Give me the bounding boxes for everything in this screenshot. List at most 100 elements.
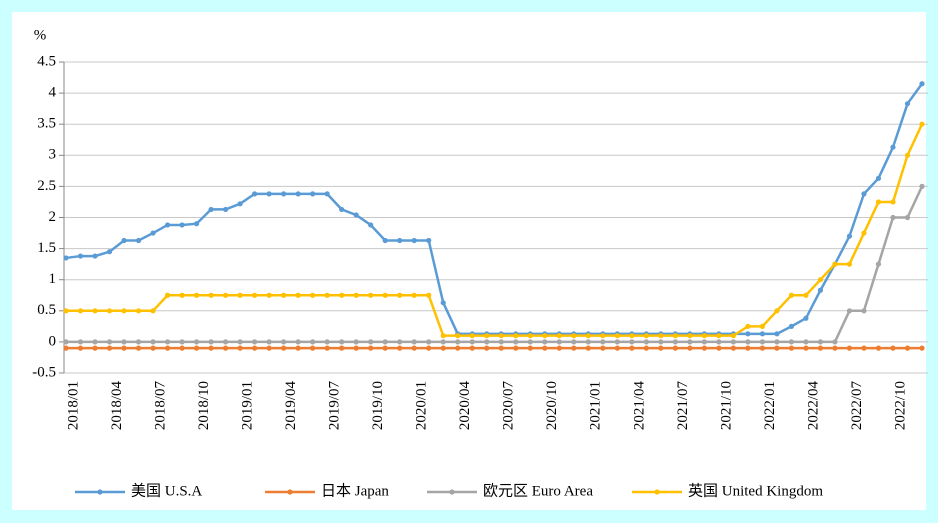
x-tick-label: 2022/10 [892, 381, 908, 430]
data-point [281, 345, 287, 351]
x-tick-label: 2020/10 [544, 381, 560, 430]
data-point [759, 339, 766, 345]
data-point [788, 323, 795, 329]
x-tick-label: 2019/07 [327, 381, 343, 431]
data-point [237, 345, 243, 351]
data-point [411, 237, 417, 244]
data-point [222, 206, 229, 213]
legend-marker [654, 489, 660, 495]
data-point [890, 214, 896, 221]
data-point [484, 339, 490, 345]
data-point [643, 345, 649, 351]
data-point [339, 206, 345, 213]
data-point [498, 333, 504, 339]
data-point [92, 339, 98, 345]
data-point [440, 300, 446, 306]
data-point [266, 339, 272, 345]
data-point [745, 339, 751, 345]
data-point [745, 345, 751, 351]
data-point [600, 345, 606, 351]
data-point [77, 253, 84, 259]
data-point [629, 339, 635, 345]
data-point [63, 339, 69, 345]
y-axis-label: % [34, 27, 47, 43]
data-point [527, 345, 533, 351]
data-point [861, 191, 867, 197]
data-point [890, 144, 896, 150]
data-point [759, 323, 766, 329]
data-point [556, 339, 562, 345]
data-point [687, 333, 693, 339]
data-point [411, 345, 417, 351]
data-point [324, 191, 330, 197]
data-point [542, 333, 548, 339]
data-point [861, 230, 867, 236]
data-point [179, 292, 185, 298]
data-point [106, 249, 113, 255]
data-point [368, 339, 374, 345]
data-point [353, 292, 359, 298]
chart-panel [12, 12, 926, 510]
data-point [339, 345, 345, 351]
x-tick-label: 2018/07 [152, 381, 168, 431]
data-point [77, 345, 84, 351]
data-point [498, 345, 504, 351]
data-point [527, 333, 533, 339]
data-point [164, 292, 171, 298]
data-point [266, 191, 272, 197]
data-point [281, 191, 287, 197]
data-point [846, 261, 853, 267]
data-point [63, 345, 69, 351]
data-point [382, 237, 388, 244]
data-point [788, 345, 795, 351]
data-point [542, 339, 548, 345]
data-point [919, 121, 925, 127]
x-tick-label: 2020/01 [414, 381, 430, 430]
data-point [730, 333, 736, 339]
y-tick-label: -0.5 [32, 364, 56, 380]
legend-item: 日本 Japan [265, 482, 389, 499]
data-point [716, 339, 722, 345]
legend-label: 美国 U.S.A [131, 482, 202, 499]
data-point [803, 339, 809, 345]
data-point [353, 212, 359, 218]
data-point [643, 333, 649, 339]
y-tick-label: 4.5 [37, 53, 56, 69]
data-point [150, 339, 156, 345]
data-point [759, 331, 766, 337]
x-tick-label: 2020/04 [457, 381, 473, 431]
data-point [774, 331, 780, 337]
data-point [324, 339, 330, 345]
data-point [237, 201, 243, 207]
data-point [135, 308, 142, 314]
data-point [455, 345, 461, 351]
data-point [701, 333, 707, 339]
data-point [571, 339, 577, 345]
data-point [658, 345, 664, 351]
data-point [252, 345, 258, 351]
data-point [179, 339, 185, 345]
legend-marker [449, 489, 455, 495]
data-point [339, 292, 345, 298]
data-point [295, 345, 301, 351]
data-point [846, 233, 853, 239]
data-point [368, 345, 374, 351]
data-point [92, 253, 98, 259]
data-point [339, 339, 345, 345]
data-point [832, 345, 838, 351]
legend-item: 欧元区 Euro Area [427, 482, 593, 499]
x-tick-label: 2022/01 [762, 381, 778, 430]
data-point [469, 339, 475, 345]
data-point [150, 308, 156, 314]
legend-label: 欧元区 Euro Area [483, 482, 593, 499]
data-point [803, 292, 809, 298]
data-point [426, 345, 432, 351]
data-point [600, 333, 606, 339]
data-point [426, 292, 432, 298]
y-tick-label: 4 [49, 85, 57, 101]
data-point [237, 292, 243, 298]
data-point [643, 339, 649, 345]
data-point [919, 183, 925, 189]
